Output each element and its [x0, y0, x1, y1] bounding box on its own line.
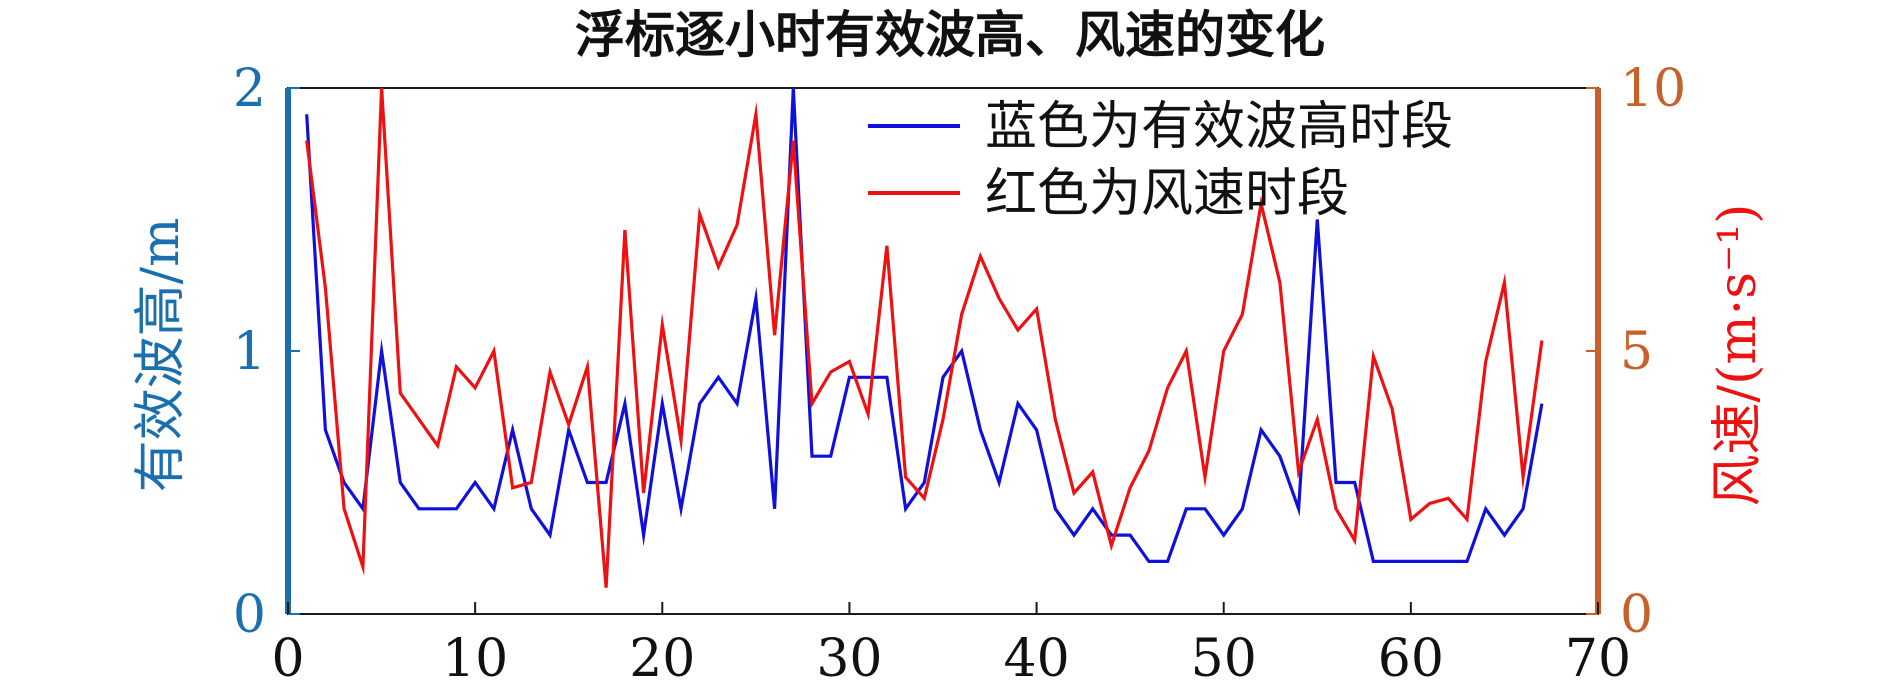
plot-area — [287, 87, 1599, 615]
x-tick-label: 0 — [271, 629, 304, 689]
left-tick-label: 0 — [233, 585, 266, 645]
left-axis-label: 有效波高/m — [131, 218, 191, 493]
x-tick-label: 70 — [1565, 629, 1631, 689]
x-tick-label: 30 — [816, 629, 882, 689]
x-axis: 0 10 20 30 40 50 60 70 — [271, 602, 1631, 689]
left-axis: 0 1 2 — [233, 59, 300, 645]
left-tick-label: 1 — [233, 322, 266, 382]
left-tick-label: 2 — [233, 59, 266, 119]
x-tick-label: 20 — [629, 629, 695, 689]
right-tick-label: 10 — [1620, 59, 1686, 119]
x-tick-label: 50 — [1191, 629, 1257, 689]
wave-height-series-line — [305, 87, 1544, 564]
right-tick-label: 5 — [1620, 322, 1653, 382]
plot-frame — [287, 87, 1599, 615]
x-tick-label: 60 — [1378, 629, 1444, 689]
right-axis-label: 风速/(m·s⁻¹) — [1708, 204, 1768, 507]
legend-label-wave: 蓝色为有效波高时段 — [985, 97, 1453, 157]
x-tick-label: 10 — [442, 629, 508, 689]
series-layer — [305, 87, 1544, 588]
right-axis: 0 5 10 — [1586, 59, 1686, 645]
legend-label-wind: 红色为风速时段 — [985, 164, 1349, 224]
x-tick-label: 40 — [1003, 629, 1069, 689]
wind-speed-series-line — [305, 87, 1544, 588]
chart-title: 浮标逐小时有效波高、风速的变化 — [575, 5, 1325, 64]
legend: 蓝色为有效波高时段 红色为风速时段 — [868, 97, 1453, 224]
right-tick-label: 0 — [1620, 585, 1653, 645]
